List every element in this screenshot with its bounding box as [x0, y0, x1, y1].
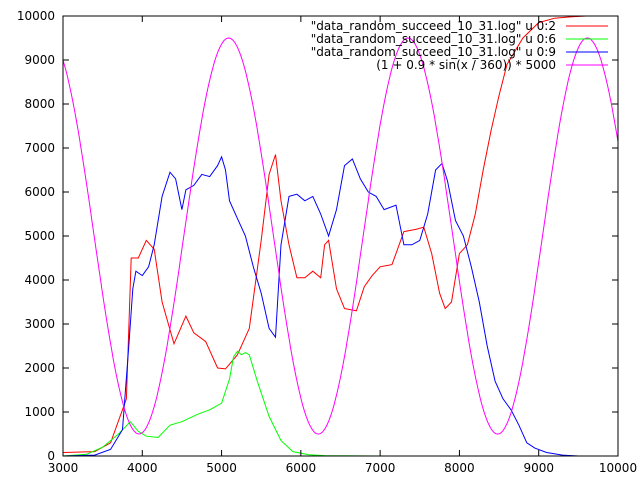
series-layer	[63, 16, 618, 456]
y-tick-label: 3000	[24, 317, 55, 331]
y-tick-label: 2000	[24, 361, 55, 375]
y-tick-label: 6000	[24, 185, 55, 199]
y-tick-label: 4000	[24, 273, 55, 287]
legend: "data_random_succeed_10_31.log" u 0:2"da…	[311, 19, 608, 72]
y-tick-label: 9000	[24, 53, 55, 67]
legend-label-3: "data_random_succeed_10_31.log" u 0:9	[311, 45, 556, 59]
x-tick-label: 8000	[444, 461, 475, 475]
y-tick-label: 10000	[17, 9, 55, 23]
x-tick-label: 9000	[523, 461, 554, 475]
x-tick-label: 3000	[48, 461, 79, 475]
series-line-3	[63, 155, 618, 456]
legend-label-4: (1 + 0.9 * sin(x / 360)) * 5000	[376, 58, 556, 72]
legend-label-1: "data_random_succeed_10_31.log" u 0:2	[311, 19, 556, 33]
axes-layer: 3000 4000 5000 6000 7000 8000 9000 10000 0 1000 20…	[17, 9, 637, 475]
x-tick-label: 10000	[599, 461, 637, 475]
x-tick-label: 5000	[206, 461, 237, 475]
series-line-1	[63, 16, 618, 453]
plot-frame	[62, 15, 619, 457]
x-tick-label: 7000	[365, 461, 396, 475]
y-tick-label: 8000	[24, 97, 55, 111]
y-tick-label: 5000	[24, 229, 55, 243]
series-line-2	[63, 350, 618, 456]
x-tick-label: 6000	[286, 461, 317, 475]
y-tick-label: 0	[47, 449, 55, 463]
y-tick-label: 1000	[24, 405, 55, 419]
x-tick-label: 4000	[127, 461, 158, 475]
legend-label-2: "data_random_succeed_10_31.log" u 0:6	[311, 32, 556, 46]
series-line-4	[63, 37, 618, 435]
y-tick-label: 7000	[24, 141, 55, 155]
